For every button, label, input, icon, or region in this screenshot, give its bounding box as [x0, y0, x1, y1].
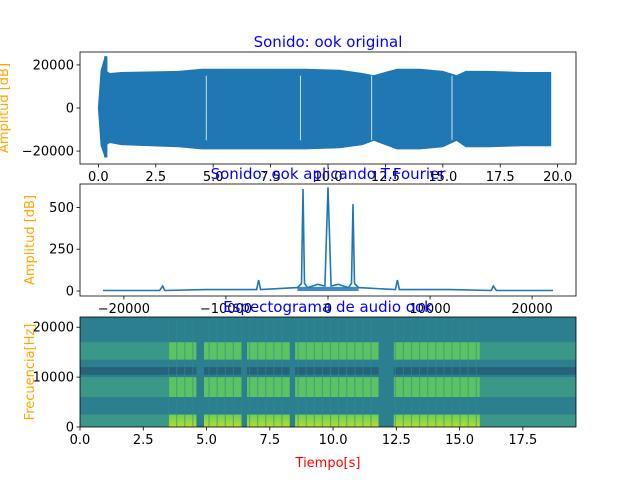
- x-tick-label: 2.5: [133, 433, 154, 448]
- spectrogram-band-active: [168, 342, 480, 360]
- x-tick-label: 5.0: [203, 170, 224, 185]
- y-tick-label: 0: [66, 421, 74, 436]
- spectrogram-band-active: [168, 414, 480, 427]
- chart-title: Sonido: ook aplicando T.Fourier: [211, 165, 447, 183]
- subplot-2: −20000 −10000 0 10000 20000 0 250 500 Sonido: oo…: [23, 165, 577, 317]
- y-tick-label: 0: [66, 284, 74, 299]
- axes-frame: [79, 316, 577, 428]
- x-tick-label: 15.0: [445, 433, 474, 448]
- chart-title: Sonido: ook original: [254, 33, 403, 51]
- x-tick-label: 20000: [511, 302, 552, 317]
- spectrum-line: [103, 187, 553, 292]
- y-tick-label: 20000: [33, 321, 74, 336]
- x-tick-label: 2.5: [145, 170, 166, 185]
- y-tick-label: 250: [49, 243, 74, 258]
- spectrogram-band-active: [168, 377, 480, 398]
- spectrogram-gap: [290, 317, 296, 427]
- y-tick-label: 500: [49, 201, 74, 216]
- plot-area: [103, 187, 553, 292]
- x-axis-label: Tiempo[s]: [295, 456, 361, 471]
- waveform-envelope: [97, 56, 552, 158]
- y-tick-label: 10000: [33, 371, 74, 386]
- chart-title: Espectograma de audio ook: [223, 298, 433, 316]
- spectrogram-gap: [378, 317, 394, 427]
- spectrogram-band-idle: [80, 377, 169, 398]
- spectrogram-band-idle: [479, 414, 576, 427]
- x-tick-label: −10000: [200, 302, 252, 317]
- x-tick-label: 10.0: [314, 170, 343, 185]
- x-tick-label: 12.5: [371, 170, 400, 185]
- x-tick-label: 17.5: [508, 433, 537, 448]
- spectrogram-band-idle: [80, 342, 169, 360]
- x-tick-label: 20.0: [543, 170, 572, 185]
- x-tick-label: −20000: [98, 302, 150, 317]
- spectrogram-band-idle: [479, 342, 576, 360]
- spectrogram-dark-band: [80, 367, 576, 375]
- x-tick-label: 0: [324, 302, 332, 317]
- y-tick-label: 0: [66, 102, 74, 117]
- x-tick-label: 15.0: [428, 170, 457, 185]
- y-tick-label: 20000: [33, 58, 74, 73]
- x-tick-label: 10.0: [319, 433, 348, 448]
- y-axis-label: Amplitud [dB]: [0, 63, 12, 153]
- x-tick-label: 0.0: [70, 433, 91, 448]
- spectrogram-band-idle: [80, 414, 169, 427]
- y-axis-label: Frecuencia[Hz]: [23, 324, 38, 421]
- x-tick-label: 5.0: [196, 433, 217, 448]
- plot-area: [97, 56, 552, 158]
- x-tick-label: 0.0: [88, 170, 109, 185]
- y-axis-label: Amplitud [dB]: [23, 195, 38, 285]
- subplot-1: 0.0 2.5 5.0 7.5 10.0 12.5 15.0 17.5 20.0 −20000 0 2…: [0, 33, 577, 185]
- y-tick-label: −20000: [22, 145, 74, 160]
- x-tick-label: 10000: [409, 302, 450, 317]
- spectrogram-gap: [241, 317, 248, 427]
- plot-area: [80, 317, 576, 427]
- spectrogram-gap: [196, 317, 204, 427]
- spectrum-noise-floor: [297, 286, 359, 291]
- x-tick-label: 7.5: [260, 170, 281, 185]
- x-tick-label: 17.5: [486, 170, 515, 185]
- x-tick-label: 12.5: [382, 433, 411, 448]
- subplot-3: 0.0 2.5 5.0 7.5 10.0 12.5 15.0 17.5 0 10000 20000 E…: [23, 298, 577, 471]
- spectrogram-band-idle: [479, 377, 576, 398]
- x-tick-label: 7.5: [259, 433, 280, 448]
